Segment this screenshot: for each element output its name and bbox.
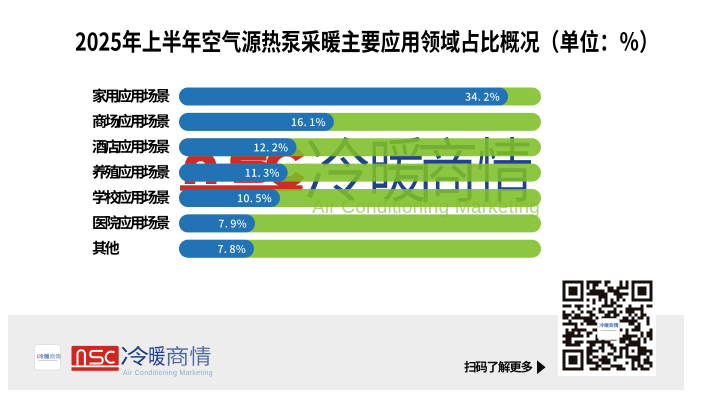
svg-text:Air Conditioning Marketing: Air Conditioning Marketing (123, 370, 213, 377)
